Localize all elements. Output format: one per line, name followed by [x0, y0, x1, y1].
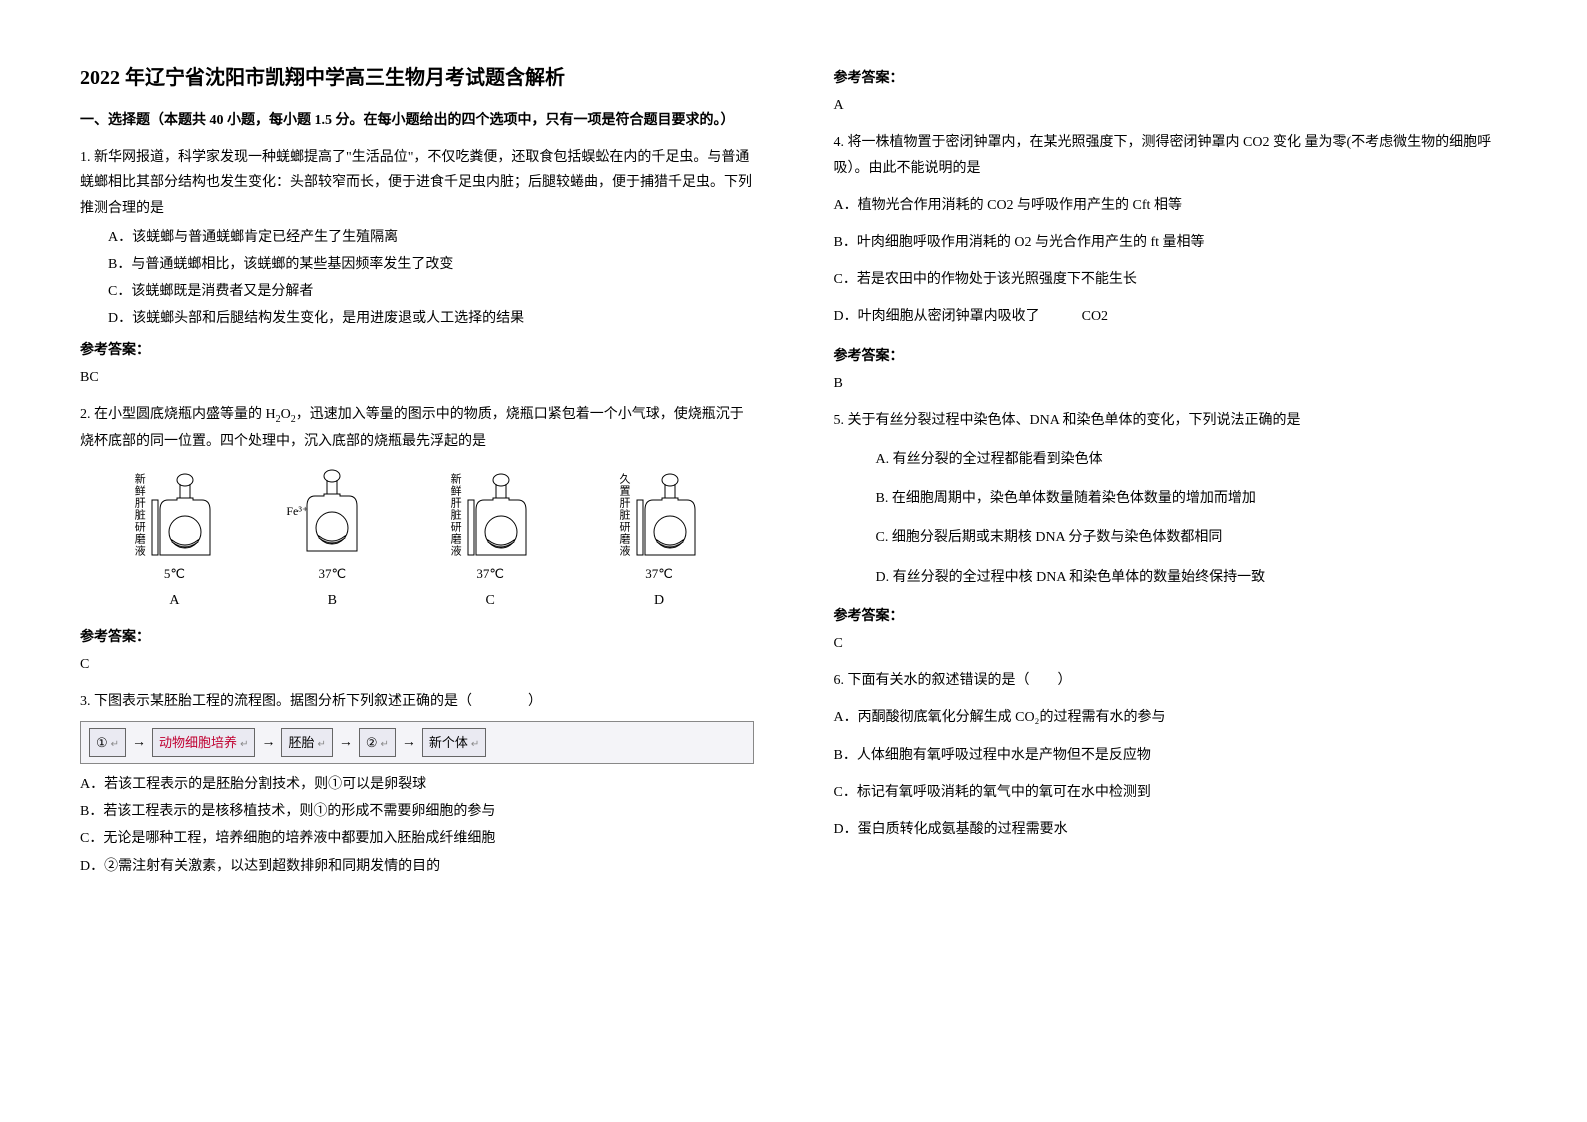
- flask-a: 新鲜肝脏研磨液 5℃ A: [129, 470, 221, 613]
- ret-icon: ↵: [111, 739, 119, 750]
- q3-stem: 3. 下图表示某胚胎工程的流程图。据图分析下列叙述正确的是（ ）: [80, 689, 754, 714]
- flask-diagram: 新鲜肝脏研磨液 5℃ A: [80, 466, 754, 613]
- page-title: 2022 年辽宁省沈阳市凯翔中学高三生物月考试题含解析: [80, 60, 754, 96]
- q3-flow-diagram: ①↵ → 动物细胞培养↵ → 胚胎↵ → ②↵ → 新个体↵: [80, 721, 754, 764]
- flask-b-letter: B: [297, 588, 367, 613]
- q4-answer: B: [834, 371, 1508, 396]
- flask-c-svg: [466, 470, 536, 560]
- q5-options: A. 有丝分裂的全过程都能看到染色体 B. 在细胞周期中，染色单体数量随着染色体…: [834, 447, 1508, 590]
- q3-answer: A: [834, 93, 1508, 118]
- q6-opt-b: B．人体细胞有氧呼吸过程中水是产物但不是反应物: [834, 743, 1508, 768]
- flow-n2-text: 动物细胞培养: [159, 735, 237, 750]
- flow-n5-text: 新个体: [429, 735, 468, 750]
- flask-d-svg: [635, 470, 705, 560]
- flask-c-temp: 37℃: [444, 562, 536, 585]
- q5-opt-b: B. 在细胞周期中，染色单体数量随着染色体数量的增加而增加: [876, 486, 1508, 511]
- q6-stem: 6. 下面有关水的叙述错误的是（ ）: [834, 668, 1508, 693]
- arrow-icon: →: [132, 730, 146, 755]
- flow-n1-text: ①: [96, 735, 108, 750]
- q3-opt-d: D．②需注射有关激素，以达到超数排卵和同期发情的目的: [80, 854, 754, 879]
- question-5: 5. 关于有丝分裂过程中染色体、DNA 和染色单体的变化，下列说法正确的是 A.…: [834, 408, 1508, 656]
- flow-node-2: 动物细胞培养↵: [152, 728, 255, 757]
- flow-node-3: 胚胎↵: [281, 728, 332, 757]
- question-2: 2. 在小型圆底烧瓶内盛等量的 H2O2，迅速加入等量的图示中的物质，烧瓶口紧包…: [80, 402, 754, 678]
- q4-stem: 4. 将一株植物置于密闭钟罩内，在某光照强度下，测得密闭钟罩内 CO2 变化 量…: [834, 130, 1508, 180]
- q4-opt-c: C．若是农田中的作物处于该光照强度下不能生长: [834, 267, 1508, 292]
- flask-c: 新鲜肝脏研磨液 37℃ C: [444, 470, 536, 613]
- q2-stem-b: O: [281, 407, 291, 422]
- q1-options: A．该蜣螂与普通蜣螂肯定已经产生了生殖隔离 B．与普通蜣螂相比，该蜣螂的某些基因…: [80, 225, 754, 332]
- q4-opt-d: D．叶肉细胞从密闭钟罩内吸收了 CO2: [834, 304, 1508, 329]
- arrow-icon: →: [339, 730, 353, 755]
- q2-stem: 2. 在小型圆底烧瓶内盛等量的 H2O2，迅速加入等量的图示中的物质，烧瓶口紧包…: [80, 402, 754, 454]
- flask-c-sidelabel: 新鲜肝脏研磨液: [444, 473, 464, 557]
- q3-answer-label: 参考答案：: [834, 66, 1508, 91]
- flow-n4-text: ②: [366, 735, 378, 750]
- q2-answer: C: [80, 652, 754, 677]
- flask-a-svg: [150, 470, 220, 560]
- q3-opt-a: A．若该工程表示的是胚胎分割技术，则①可以是卵裂球: [80, 772, 754, 797]
- ret-icon: ↵: [471, 739, 479, 750]
- q5-opt-d: D. 有丝分裂的全过程中核 DNA 和染色单体的数量始终保持一致: [876, 565, 1508, 590]
- flask-a-temp: 5℃: [129, 562, 221, 585]
- flask-a-letter: A: [129, 588, 221, 613]
- flask-c-letter: C: [444, 588, 536, 613]
- q1-opt-d: D．该蜣螂头部和后腿结构发生变化，是用进废退或人工选择的结果: [108, 306, 754, 331]
- q5-stem: 5. 关于有丝分裂过程中染色体、DNA 和染色单体的变化，下列说法正确的是: [834, 408, 1508, 433]
- flow-n3-text: 胚胎: [288, 735, 314, 750]
- q1-opt-a: A．该蜣螂与普通蜣螂肯定已经产生了生殖隔离: [108, 225, 754, 250]
- flask-b-content: Fe³⁺: [262, 501, 332, 523]
- q6-opt-a: A．丙酮酸彻底氧化分解生成 CO₂的过程需有水的参与: [834, 705, 1508, 730]
- flow-node-1: ①↵: [89, 728, 126, 757]
- question-3: 3. 下图表示某胚胎工程的流程图。据图分析下列叙述正确的是（ ） ①↵ → 动物…: [80, 689, 754, 878]
- q1-answer: BC: [80, 365, 754, 390]
- q3-opt-b: B．若该工程表示的是核移植技术，则①的形成不需要卵细胞的参与: [80, 799, 754, 824]
- section-header: 一、选择题（本题共 40 小题，每小题 1.5 分。在每小题给出的四个选项中，只…: [80, 108, 754, 133]
- q5-answer: C: [834, 631, 1508, 656]
- flask-d-sidelabel: 久置肝脏研磨液: [613, 473, 633, 557]
- flask-d: 久置肝脏研磨液 37℃ D: [613, 470, 705, 613]
- q6-opt-c: C．标记有氧呼吸消耗的氧气中的氧可在水中检测到: [834, 780, 1508, 805]
- q5-answer-label: 参考答案：: [834, 604, 1508, 629]
- q4-answer-label: 参考答案：: [834, 344, 1508, 369]
- q1-stem: 1. 新华网报道，科学家发现一种蜣螂提高了"生活品位"，不仅吃粪便，还取食包括蜈…: [80, 145, 754, 221]
- flask-b: Fe³⁺ 37℃ B: [297, 466, 367, 613]
- flask-a-sidelabel: 新鲜肝脏研磨液: [129, 473, 149, 557]
- arrow-icon: →: [261, 730, 275, 755]
- question-4: 4. 将一株植物置于密闭钟罩内，在某光照强度下，测得密闭钟罩内 CO2 变化 量…: [834, 130, 1508, 396]
- q3-opt-c: C．无论是哪种工程，培养细胞的培养液中都要加入胚胎成纤维细胞: [80, 826, 754, 851]
- q2-stem-a: 2. 在小型圆底烧瓶内盛等量的 H: [80, 407, 276, 422]
- flow-node-4: ②↵: [359, 728, 396, 757]
- ret-icon: ↵: [381, 739, 389, 750]
- question-6: 6. 下面有关水的叙述错误的是（ ） A．丙酮酸彻底氧化分解生成 CO₂的过程需…: [834, 668, 1508, 842]
- question-1: 1. 新华网报道，科学家发现一种蜣螂提高了"生活品位"，不仅吃粪便，还取食包括蜈…: [80, 145, 754, 390]
- q4-opt-b: B．叶肉细胞呼吸作用消耗的 O2 与光合作用产生的 ft 量相等: [834, 230, 1508, 255]
- q6-opt-d: D．蛋白质转化成氨基酸的过程需要水: [834, 817, 1508, 842]
- q1-answer-label: 参考答案：: [80, 338, 754, 363]
- flow-node-5: 新个体↵: [422, 728, 486, 757]
- flask-d-temp: 37℃: [613, 562, 705, 585]
- right-column: 参考答案： A 4. 将一株植物置于密闭钟罩内，在某光照强度下，测得密闭钟罩内 …: [834, 60, 1508, 1062]
- q5-opt-c: C. 细胞分裂后期或末期核 DNA 分子数与染色体数都相同: [876, 525, 1508, 550]
- left-column: 2022 年辽宁省沈阳市凯翔中学高三生物月考试题含解析 一、选择题（本题共 40…: [80, 60, 754, 1062]
- q1-opt-c: C．该蜣螂既是消费者又是分解者: [108, 279, 754, 304]
- flask-d-letter: D: [613, 588, 705, 613]
- q4-opt-a: A．植物光合作用消耗的 CO2 与呼吸作用产生的 Cft 相等: [834, 193, 1508, 218]
- flask-b-temp: 37℃: [297, 562, 367, 585]
- arrow-icon: →: [402, 730, 416, 755]
- ret-icon: ↵: [317, 739, 325, 750]
- q5-opt-a: A. 有丝分裂的全过程都能看到染色体: [876, 447, 1508, 472]
- q1-opt-b: B．与普通蜣螂相比，该蜣螂的某些基因频率发生了改变: [108, 252, 754, 277]
- ret-icon: ↵: [240, 739, 248, 750]
- q2-answer-label: 参考答案：: [80, 625, 754, 650]
